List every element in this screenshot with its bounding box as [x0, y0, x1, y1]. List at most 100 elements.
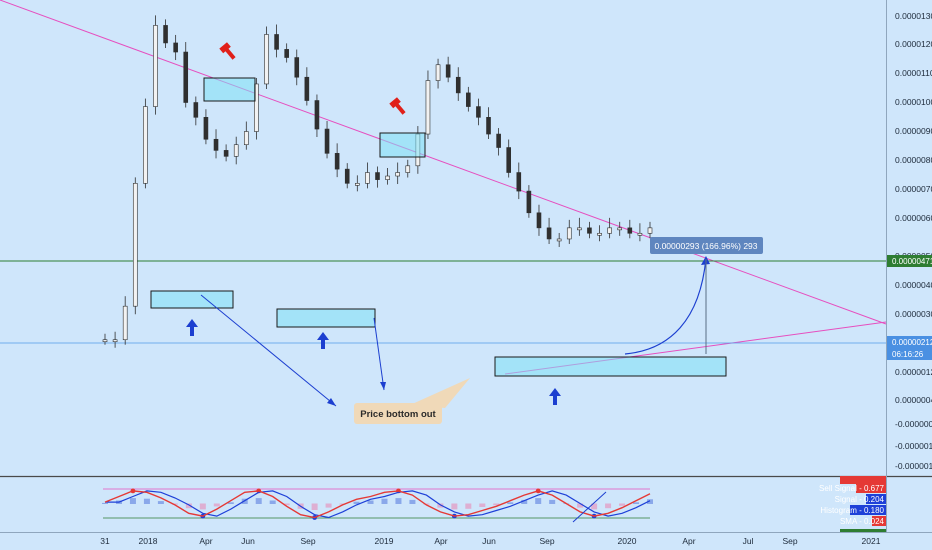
- histogram-bar: [367, 500, 374, 504]
- candle-body[interactable]: [153, 25, 158, 107]
- oscillator-line[interactable]: [104, 490, 651, 519]
- candle-body[interactable]: [647, 227, 653, 234]
- measure-tooltip-text: 0.00000293 (166.96%) 293: [654, 241, 757, 251]
- candle-body[interactable]: [486, 117, 491, 135]
- support-box-2[interactable]: [276, 308, 376, 328]
- countdown-text: 06:16:26: [892, 350, 924, 359]
- candle-body[interactable]: [617, 227, 623, 231]
- last-price-tag[interactable]: 0.00000212 06:16:26: [887, 336, 932, 360]
- candle-body[interactable]: [284, 49, 289, 58]
- candle-body[interactable]: [455, 76, 461, 94]
- drop-arrow-2[interactable]: [373, 317, 385, 391]
- y-tick-label: 0.00000300: [895, 309, 932, 319]
- histogram-bar: [507, 502, 514, 504]
- candle-body[interactable]: [132, 183, 138, 307]
- candle-body[interactable]: [254, 83, 259, 132]
- candle-body[interactable]: [243, 131, 249, 146]
- candle-body[interactable]: [506, 147, 512, 173]
- candle-body[interactable]: [526, 190, 532, 214]
- candle-body[interactable]: [122, 305, 128, 341]
- candle-body[interactable]: [112, 339, 118, 343]
- measure-tooltip[interactable]: 0.00000293 (166.96%) 293: [650, 237, 763, 254]
- x-tick-label: Jun: [482, 536, 496, 546]
- candle-body[interactable]: [536, 212, 542, 229]
- histogram-bar: [129, 498, 136, 504]
- candle-body[interactable]: [375, 172, 380, 180]
- signal-line[interactable]: [105, 490, 651, 519]
- candle-body[interactable]: [314, 100, 320, 130]
- candle-body[interactable]: [607, 227, 612, 234]
- candle-body[interactable]: [294, 57, 300, 78]
- histogram-bar: [171, 503, 178, 505]
- y-tick-label: 0.00000120: [895, 367, 932, 377]
- candle-body[interactable]: [445, 64, 451, 78]
- candle-body[interactable]: [546, 227, 552, 240]
- last-price-tag-text: 0.00000212: [892, 338, 932, 347]
- callout-pointer: [410, 378, 470, 408]
- drop-arrow-1[interactable]: [200, 294, 337, 407]
- candle-body[interactable]: [476, 106, 481, 118]
- candle-body[interactable]: [233, 144, 239, 157]
- candle-body[interactable]: [355, 183, 360, 186]
- candle-body[interactable]: [213, 138, 219, 151]
- projection-curve[interactable]: [624, 257, 707, 355]
- osc-legend[interactable]: Sell Signal - 0.677 Signal - 0.204 Histo…: [819, 476, 886, 532]
- candle-body[interactable]: [193, 102, 199, 118]
- candle-body[interactable]: [587, 227, 592, 234]
- candle-body[interactable]: [102, 339, 108, 343]
- sell-signal-label: Sell Signal - 0.677: [819, 484, 884, 493]
- x-tick-label: Jun: [241, 536, 255, 546]
- time-axis[interactable]: 31 2018 Apr Jun Sep 2019 Apr Jun Sep 2020 Apr Jul Se…: [100, 536, 880, 546]
- support-box-3[interactable]: [494, 356, 727, 377]
- candle-body[interactable]: [334, 153, 340, 170]
- candle-body[interactable]: [274, 34, 279, 50]
- histogram-bar: [535, 498, 542, 504]
- y-tick-label: 0.00000900: [895, 126, 932, 136]
- candle-body[interactable]: [556, 238, 562, 242]
- histogram-bar: [395, 498, 402, 504]
- support-box-1[interactable]: [150, 290, 234, 309]
- candle-body[interactable]: [304, 76, 310, 101]
- candle-body[interactable]: [173, 42, 178, 53]
- candle-body[interactable]: [425, 80, 431, 135]
- osc-trendline[interactable]: [572, 491, 607, 523]
- price-axis[interactable]: 0.00001300 0.00001200 0.00001100 0.00001000…: [895, 11, 932, 471]
- histogram-bar: [157, 501, 164, 504]
- top-box-2[interactable]: [379, 132, 426, 158]
- candle-body[interactable]: [516, 172, 522, 192]
- candle-body[interactable]: [203, 117, 209, 140]
- top-box-1[interactable]: [203, 77, 256, 102]
- histogram-bar: [479, 503, 486, 507]
- candle-body[interactable]: [223, 150, 229, 157]
- candle-body[interactable]: [395, 172, 400, 177]
- candle-body[interactable]: [344, 168, 350, 184]
- candle-body[interactable]: [143, 106, 148, 184]
- price-series[interactable]: [102, 15, 653, 348]
- oscillator-series[interactable]: [102, 488, 653, 520]
- histogram-bar: [465, 503, 472, 509]
- callout-box[interactable]: [354, 403, 442, 424]
- candle-body[interactable]: [163, 25, 168, 44]
- histogram-bar: [591, 503, 598, 510]
- resistance-trendline[interactable]: [0, 0, 887, 325]
- candle-body[interactable]: [183, 51, 189, 103]
- candle-body[interactable]: [577, 227, 582, 231]
- candle-body[interactable]: [365, 172, 370, 184]
- candle-body[interactable]: [597, 232, 602, 236]
- candle-body[interactable]: [405, 165, 411, 173]
- y-tick-label: 0.00000400: [895, 280, 932, 290]
- candle-body[interactable]: [627, 227, 633, 234]
- candle-body[interactable]: [466, 92, 471, 107]
- candle-body[interactable]: [496, 133, 501, 148]
- y-tick-label: 0.00000040: [895, 395, 932, 405]
- candle-body[interactable]: [637, 232, 643, 236]
- candle-body[interactable]: [566, 227, 572, 240]
- level-price-tag[interactable]: 0.00000471: [887, 255, 932, 267]
- candle-body[interactable]: [264, 34, 269, 85]
- candle-body[interactable]: [324, 128, 330, 154]
- signal-label: Signal - 0.204: [835, 495, 885, 504]
- candle-body[interactable]: [435, 64, 441, 81]
- y-tick-label: 0.00000800: [895, 155, 932, 165]
- candle-body[interactable]: [385, 175, 390, 180]
